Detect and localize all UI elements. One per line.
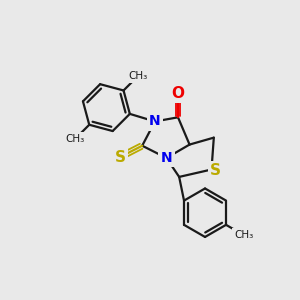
Text: S: S — [210, 163, 221, 178]
Text: CH₃: CH₃ — [234, 230, 253, 240]
Text: N: N — [149, 115, 161, 128]
Text: CH₃: CH₃ — [65, 134, 85, 144]
Text: S: S — [115, 150, 125, 165]
Text: CH₃: CH₃ — [128, 71, 148, 81]
Text: O: O — [172, 85, 184, 100]
Text: N: N — [160, 151, 172, 165]
